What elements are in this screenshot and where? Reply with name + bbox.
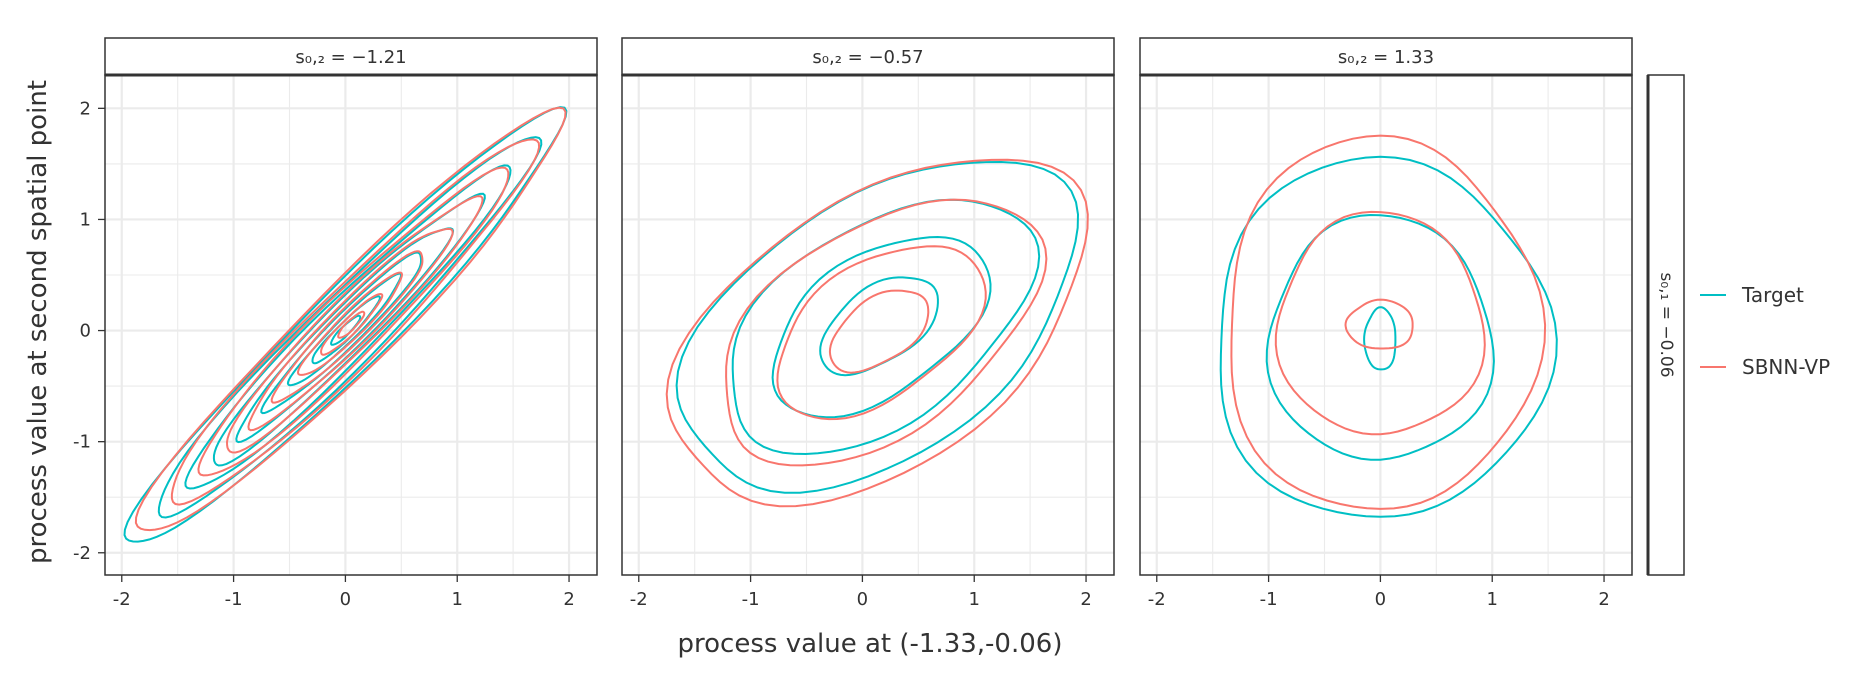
contour-line [270,250,424,404]
contour-line [197,166,510,477]
contour-line [235,227,455,444]
x-tick-label: 1 [969,589,980,610]
panel-border [1139,74,1633,576]
legend-label-sbnn-vp: SBNN-VP [1742,355,1830,379]
contour-line [1230,134,1547,510]
strip-label: s₀,₂ = −1.21 [295,47,406,68]
legend: Target SBNN-VP [1700,283,1830,379]
x-tick-label: -1 [1260,589,1278,610]
x-tick-label: -1 [742,589,760,610]
x-tick-label: 1 [452,589,463,610]
series-target [1219,155,1558,518]
series-sbnn-vp [665,158,1089,508]
panels: s₀,₂ = −1.21 -2 -1 0 1 2 -2 -1 0 1 2 s₀,₂ = −0.57 -2… [73,37,1633,610]
row-strip-box [1647,74,1685,576]
contour-line [260,251,422,415]
contour-line [725,198,1048,467]
y-tick-label: 0 [80,321,91,342]
strip-box [1139,37,1633,76]
x-tick-label: 0 [857,589,868,610]
x-tick-label: 0 [340,589,351,610]
panel-2: s₀,₂ = −0.57 -2 -1 0 1 2 [621,37,1115,610]
contour-line [320,292,384,356]
contour-line [1265,213,1495,461]
contour-line [247,227,454,432]
x-tick-label: 1 [1487,589,1498,610]
contour-line [1274,210,1486,436]
x-tick-label: 2 [1598,589,1609,610]
contour-line [771,235,992,419]
panel-1: s₀,₂ = −1.21 -2 -1 0 1 2 -2 -1 0 1 2 [73,37,598,610]
x-tick-label: 2 [1080,589,1091,610]
y-axis-title: process value at second spatial point [23,80,53,564]
contour-line [296,271,404,376]
x-axis-title: process value at (-1.33,-0.06) [678,629,1063,659]
grid [1140,75,1632,575]
grid [105,75,597,575]
y-tick-label: -1 [73,432,91,453]
y-tick-label: 1 [80,209,91,230]
contour-line [184,164,512,490]
contour-line [225,195,484,454]
x-tick-label: -2 [113,589,131,610]
contour-line [776,245,987,421]
contour-line [731,198,1041,456]
row-strip-label: s₀,₁ = −0.06 [1656,272,1676,377]
legend-label-target: Target [1741,283,1804,307]
series-sbnn-vp [134,106,567,532]
contour-line [123,106,568,543]
strip-box [104,37,598,76]
contour-line [819,276,939,377]
contour-line [134,106,567,532]
contour-line [665,158,1089,508]
panel-3: s₀,₂ = 1.33 -2 -1 0 1 2 [1139,37,1633,610]
contour-line [170,138,541,506]
series-target [123,106,568,543]
row-strip: s₀,₁ = −0.06 [1646,74,1685,576]
strip-box [621,37,1115,76]
x-tick-label: -2 [630,589,648,610]
y-tick-label: -2 [73,543,91,564]
contour-line [157,136,543,519]
contour-line [1219,155,1558,518]
x-tick-label: 2 [563,589,574,610]
panel-border [104,74,598,576]
x-tick-label: 0 [1375,589,1386,610]
contour-line [337,310,366,339]
contour-line [1344,298,1414,350]
strip-label: s₀,₂ = 1.33 [1338,47,1434,68]
y-tick-label: 2 [80,98,91,119]
contour-line [286,272,403,387]
contour-line [212,192,486,467]
contour-line [1363,306,1397,371]
contour-line [828,289,930,374]
strip-label: s₀,₂ = −0.57 [812,47,923,68]
x-tick-label: -1 [225,589,243,610]
x-tick-label: -2 [1148,589,1166,610]
series-sbnn-vp [1230,134,1547,510]
